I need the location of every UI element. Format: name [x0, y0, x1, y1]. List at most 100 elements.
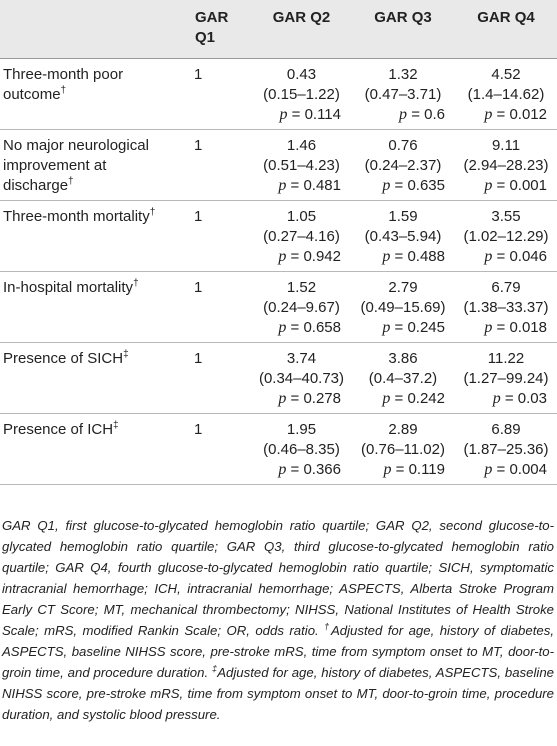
header-gar-q4: GAR Q4: [455, 0, 557, 59]
confidence-interval: (0.49–15.69): [360, 298, 446, 316]
confidence-interval: (1.02–12.29): [463, 227, 549, 245]
p-number: 0.001: [509, 176, 547, 194]
p-value: p = 0.114: [252, 105, 351, 125]
p-value: p = 0.001: [455, 176, 557, 196]
p-value: p = 0.366: [252, 460, 351, 480]
odds-ratio-value: 2.89: [388, 420, 418, 438]
footnote-mark: ‡: [123, 348, 129, 360]
outcome-label-cell: Three-month poor outcome†: [0, 58, 178, 130]
odds-ratio-cell-q4: 6.79 (1.38–33.37) p = 0.018: [455, 271, 557, 343]
confidence-interval: (0.43–5.94): [364, 227, 442, 245]
odds-ratio-value: 1.32: [388, 65, 418, 83]
odds-ratio-cell-q3: 2.89 (0.76–11.02) p = 0.119: [351, 413, 455, 485]
confidence-interval: (0.51–4.23): [263, 156, 340, 174]
p-symbol: p: [484, 247, 493, 265]
odds-ratio-value: 4.52: [491, 65, 521, 83]
confidence-interval: (0.24–2.37): [364, 156, 442, 174]
odds-ratio-value: 11.22: [487, 349, 525, 367]
footnote-mark: †: [68, 175, 74, 187]
p-equals: =: [287, 105, 305, 123]
footnote-ddagger-mark: ‡: [212, 663, 218, 674]
odds-ratio-cell-q2: 1.05 (0.27–4.16) p = 0.942: [252, 200, 351, 272]
odds-ratio-cell-q3: 1.32 (0.47–3.71) p = 0.6: [351, 58, 455, 130]
p-value: p = 0.658: [252, 318, 351, 338]
confidence-interval: (0.15–1.22): [263, 85, 340, 103]
p-number: 0.278: [303, 389, 341, 407]
odds-ratio-cell-q2: 3.74 (0.34–40.73) p = 0.278: [252, 342, 351, 414]
p-value: p = 0.004: [455, 460, 557, 480]
p-symbol: p: [382, 389, 391, 407]
outcome-label: In-hospital mortality: [3, 278, 134, 296]
p-number: 0.481: [303, 176, 341, 194]
footnote-mark: †: [60, 84, 67, 96]
odds-ratio-cell-q3: 0.76 (0.24–2.37) p = 0.635: [351, 129, 455, 201]
reference-value: 1: [178, 413, 252, 485]
p-value: p = 0.278: [252, 389, 351, 409]
p-number: 0.012: [509, 105, 547, 123]
p-symbol: p: [279, 105, 288, 123]
p-symbol: p: [492, 389, 501, 407]
confidence-interval: (2.94–28.23): [463, 156, 549, 174]
footnote-abbreviations: GAR Q1, first glucose-to-glycated hemogl…: [2, 518, 554, 638]
p-equals: =: [500, 389, 518, 407]
odds-ratio-value: 0.76: [388, 136, 418, 154]
outcome-label: Presence of SICH: [3, 349, 124, 367]
p-number: 0.245: [407, 318, 445, 336]
p-value: p = 0.481: [252, 176, 351, 196]
outcome-label-cell: Presence of SICH‡: [0, 342, 178, 414]
reference-value: 1: [178, 271, 252, 343]
p-number: 0.242: [407, 389, 445, 407]
odds-ratio-value: 6.79: [491, 278, 521, 296]
odds-ratio-value: 6.89: [491, 420, 521, 438]
odds-ratio-value: 1.59: [388, 207, 418, 225]
table-row: Presence of ICH‡ 1 1.95 (0.46–8.35) p = 0.36…: [0, 413, 557, 485]
p-number: 0.018: [509, 318, 547, 336]
p-value: p = 0.012: [455, 105, 557, 125]
p-number: 0.6: [424, 105, 445, 123]
p-equals: =: [390, 389, 408, 407]
odds-ratio-value: 1.05: [286, 207, 317, 225]
outcome-label-cell: Three-month mortality†: [0, 200, 178, 272]
confidence-interval: (0.76–11.02): [361, 440, 445, 458]
p-equals: =: [286, 176, 304, 194]
p-value: p = 0.635: [351, 176, 455, 196]
p-number: 0.942: [303, 247, 341, 265]
p-number: 0.488: [407, 247, 445, 265]
p-number: 0.658: [303, 318, 341, 336]
confidence-interval: (0.24–9.67): [263, 298, 340, 316]
p-equals: =: [390, 247, 408, 265]
p-number: 0.635: [407, 176, 445, 194]
p-symbol: p: [278, 247, 287, 265]
footnote-dagger-text: Adjusted for age, history of diabetes, A…: [2, 623, 554, 680]
confidence-interval: (1.87–25.36): [463, 440, 549, 458]
p-symbol: p: [278, 176, 287, 194]
footnote-mark: †: [149, 206, 156, 218]
p-equals: =: [286, 247, 304, 265]
odds-ratio-value: 3.74: [286, 349, 317, 367]
confidence-interval: (0.47–3.71): [364, 85, 442, 103]
p-number: 0.119: [408, 460, 445, 478]
reference-value: 1: [178, 342, 252, 414]
confidence-interval: (0.27–4.16): [263, 227, 340, 245]
p-symbol: p: [278, 318, 287, 336]
table-header-row: GAR Q1 GAR Q2 GAR Q3 GAR Q4: [0, 0, 557, 59]
outcome-label-cell: Presence of ICH‡: [0, 413, 178, 485]
table-footnote: GAR Q1, first glucose-to-glycated hemogl…: [2, 515, 554, 725]
p-symbol: p: [382, 176, 391, 194]
odds-ratio-value: 1.95: [286, 420, 317, 438]
p-symbol: p: [382, 318, 391, 336]
p-equals: =: [286, 389, 304, 407]
p-value: p = 0.03: [455, 389, 557, 409]
outcome-label: Three-month poor outcome: [3, 65, 124, 103]
table-row: No major neurological improvement at dis…: [0, 129, 557, 201]
confidence-interval: (1.38–33.37): [463, 298, 549, 316]
confidence-interval: (0.46–8.35): [263, 440, 340, 458]
odds-ratio-cell-q4: 6.89 (1.87–25.36) p = 0.004: [455, 413, 557, 485]
p-equals: =: [390, 318, 408, 336]
confidence-interval: (1.4–14.62): [467, 85, 545, 103]
odds-ratio-cell-q3: 2.79 (0.49–15.69) p = 0.245: [351, 271, 455, 343]
footnote-dagger-mark: †: [324, 621, 331, 632]
p-equals: =: [286, 460, 304, 478]
odds-ratio-cell-q4: 3.55 (1.02–12.29) p = 0.046: [455, 200, 557, 272]
